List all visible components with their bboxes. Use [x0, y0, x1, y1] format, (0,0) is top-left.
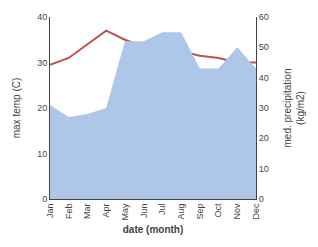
svg-text:Aug: Aug [176, 204, 186, 220]
svg-text:Oct: Oct [213, 203, 223, 218]
svg-text:med. precipitation(kg/m2): med. precipitation(kg/m2) [282, 69, 306, 148]
svg-text:max temp (C): max temp (C) [11, 78, 22, 139]
svg-text:50: 50 [259, 42, 269, 52]
svg-text:Dec: Dec [251, 203, 261, 220]
svg-text:Nov: Nov [232, 203, 242, 220]
svg-text:Apr: Apr [101, 204, 111, 218]
svg-text:Sep: Sep [195, 204, 205, 220]
svg-text:10: 10 [37, 149, 47, 159]
svg-text:40: 40 [259, 73, 269, 83]
svg-text:Feb: Feb [64, 204, 74, 220]
svg-text:Mar: Mar [82, 204, 92, 220]
svg-text:0: 0 [42, 194, 47, 204]
svg-text:10: 10 [259, 164, 269, 174]
svg-text:60: 60 [259, 12, 269, 22]
svg-text:20: 20 [259, 133, 269, 143]
svg-text:0: 0 [259, 194, 264, 204]
svg-text:Jan: Jan [45, 204, 55, 219]
svg-text:date (month): date (month) [123, 224, 184, 235]
svg-text:40: 40 [37, 12, 47, 22]
svg-text:Jul: Jul [157, 204, 167, 216]
svg-text:20: 20 [37, 103, 47, 113]
svg-text:May: May [120, 203, 130, 221]
svg-text:30: 30 [37, 58, 47, 68]
svg-text:Jun: Jun [139, 204, 149, 219]
svg-text:30: 30 [259, 103, 269, 113]
